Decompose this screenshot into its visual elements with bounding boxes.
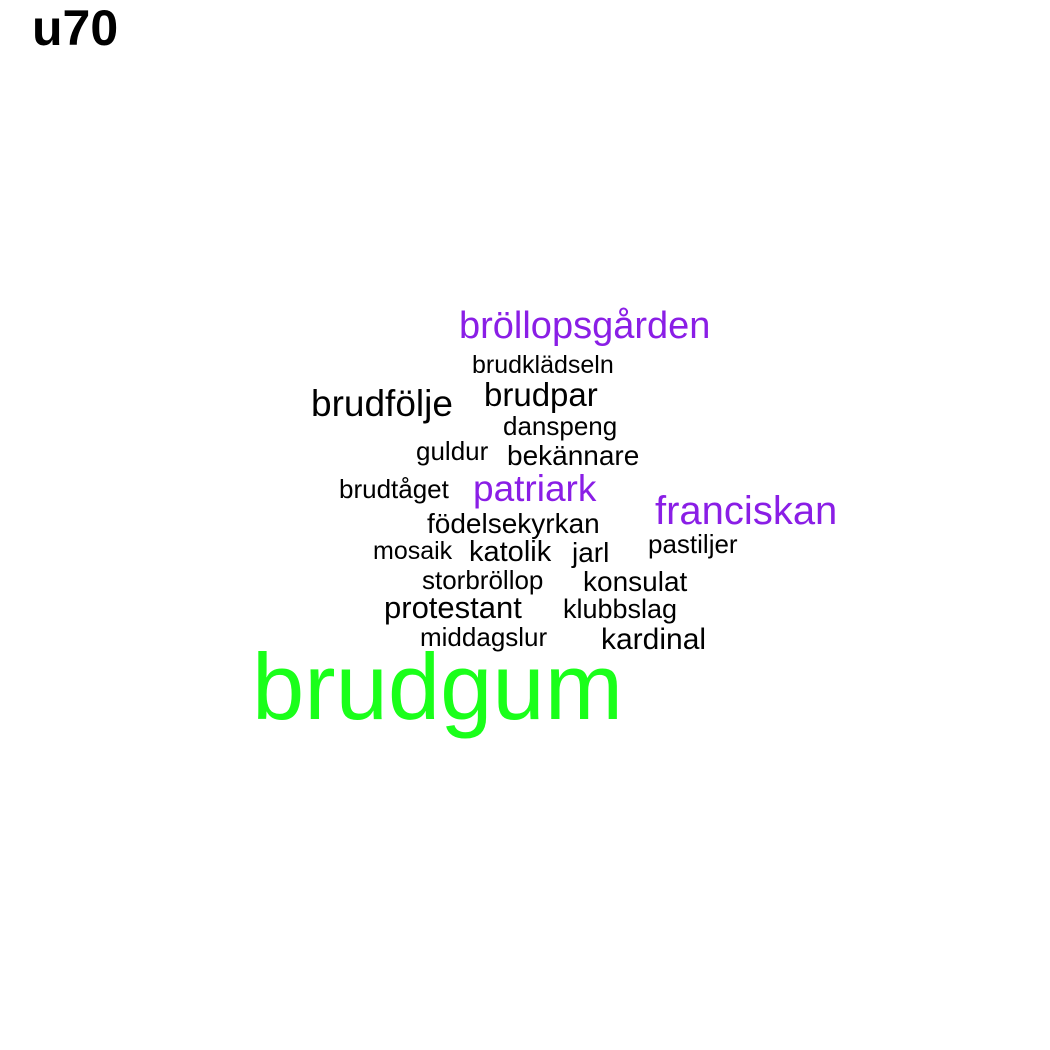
word-jarl: jarl <box>572 537 610 568</box>
word-protestant: protestant <box>384 590 522 625</box>
word-kardinal: kardinal <box>601 623 707 656</box>
word-katolik: katolik <box>469 536 552 568</box>
word-fodelsekyrkan: födelsekyrkan <box>427 508 600 539</box>
word-franciskan: franciskan <box>655 489 838 533</box>
word-brudtaget: brudtåget <box>339 474 449 504</box>
word-klubbslag: klubbslag <box>563 594 678 624</box>
word-storbrollop: storbröllop <box>422 565 544 595</box>
word-danspeng: danspeng <box>503 411 618 441</box>
word-brudkladseln: brudklädseln <box>472 351 614 379</box>
word-konsulat: konsulat <box>583 566 688 597</box>
word-bekannare: bekännare <box>507 440 640 471</box>
word-middagslur: middagslur <box>420 622 548 652</box>
word-brudfolje: brudfölje <box>311 383 453 424</box>
word-brollopsgarden: bröllopsgården <box>459 305 711 347</box>
word-pastiljer: pastiljer <box>648 529 738 559</box>
word-brudpar: brudpar <box>484 376 598 413</box>
page-title: u70 <box>32 0 119 56</box>
word-patriark: patriark <box>473 468 597 509</box>
word-mosaik: mosaik <box>373 537 453 565</box>
word-brudgum: brudgum <box>252 634 623 739</box>
word-guldur: guldur <box>416 436 489 466</box>
